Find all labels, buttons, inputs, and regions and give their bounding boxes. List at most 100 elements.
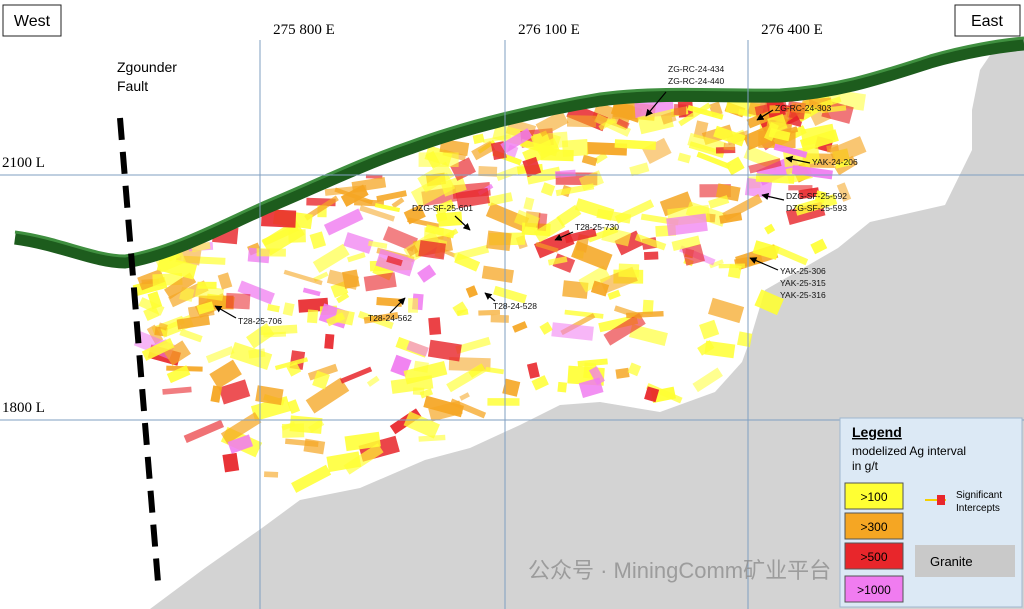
legend-swatch: [844, 575, 904, 603]
mineralized-zone: [678, 102, 712, 127]
drill-hole-arrow: [484, 292, 496, 302]
mineralized-zone: [287, 399, 301, 415]
drill-hole-arrow: [756, 109, 774, 121]
mineralized-zone: [594, 152, 608, 164]
mineralized-zone: [455, 187, 491, 209]
mineralized-zone: [406, 340, 429, 357]
drill-hole-label: ZG-RC-24-440: [668, 76, 724, 86]
drill-hole-arrow: [389, 297, 406, 314]
mineralized-zone: [612, 103, 634, 121]
mineralized-zone: [176, 314, 211, 330]
fault-trace: [117, 117, 161, 583]
mineralized-zone: [578, 265, 611, 293]
mineralized-zone: [485, 202, 530, 232]
west-box: [2, 4, 62, 37]
mineralized-zone: [788, 185, 813, 191]
mineralized-zone: [547, 256, 568, 266]
mineralized-zone: [391, 197, 405, 209]
mineralized-zone: [283, 269, 323, 286]
mineralized-zone: [481, 265, 514, 283]
mineralized-zone: [594, 113, 631, 137]
mineralized-zone: [802, 96, 830, 114]
mineralized-zone: [434, 199, 456, 216]
mineralized-zone: [764, 223, 776, 235]
mineralized-zone: [312, 243, 350, 273]
mineralized-zone: [574, 198, 615, 221]
mineralized-zone: [578, 377, 604, 398]
mineralized-zone: [263, 331, 287, 338]
mineralized-zone: [363, 272, 397, 292]
mineralized-zone: [478, 165, 498, 177]
mineralized-zone: [526, 166, 562, 185]
mineralized-zone: [836, 182, 852, 202]
mineralized-zone: [539, 321, 553, 335]
mineralized-zone: [325, 312, 346, 327]
mineralized-zone: [156, 255, 198, 280]
mineralized-zone: [374, 202, 401, 213]
mineralized-zone: [725, 156, 745, 176]
mineralized-zone: [286, 361, 302, 377]
mineralized-zone: [486, 192, 513, 207]
drill-holes: ZG-RC-24-434 ZG-RC-24-440 ZG-RC-24-303 YAK-…: [214, 64, 858, 326]
mineralized-zone: [713, 125, 746, 147]
mineralized-zone: [571, 240, 613, 271]
mineralized-zone: [363, 312, 399, 324]
mineralized-zone: [417, 161, 455, 193]
mineralized-zone: [535, 241, 559, 253]
mineralized-zone: [485, 366, 505, 375]
mineralized-zone: [718, 263, 745, 269]
mineralized-zone: [425, 224, 455, 239]
mineralized-zone: [614, 139, 657, 150]
mineralized-zone: [478, 309, 501, 316]
mineralized-zone: [449, 398, 487, 419]
drill-hole-label: DZG-SF-25-601: [412, 203, 473, 213]
mineralized-zone: [773, 143, 808, 158]
mineralized-zone: [534, 229, 575, 259]
drill-hole-arrow: [554, 231, 574, 241]
mineralized-zone: [446, 363, 487, 393]
west-label: West: [14, 13, 51, 30]
mineralized-zone: [418, 240, 446, 260]
mineralized-zone: [660, 111, 677, 125]
mineralized-zone: [618, 263, 640, 278]
mineralized-zone: [418, 434, 446, 442]
mineralized-zone: [343, 232, 374, 254]
mineralized-zone: [799, 129, 839, 152]
mineralized-zone: [671, 235, 701, 252]
mineralized-zone: [603, 312, 646, 346]
mineralized-zone: [598, 117, 617, 131]
mineralized-zone: [526, 362, 540, 379]
mineralized-zone: [687, 105, 724, 120]
mineralized-zone: [682, 244, 705, 266]
legend-label: >100: [860, 490, 887, 504]
mineralized-zone: [344, 431, 381, 452]
drill-hole-label: T28-25-730: [575, 222, 619, 232]
mineralized-zone: [428, 317, 442, 336]
mineralized-zone: [205, 346, 235, 364]
drill-hole-arrow: [785, 155, 811, 164]
mineralized-zone: [807, 96, 842, 113]
mineralized-zone: [452, 301, 468, 316]
mineralized-zone: [147, 291, 163, 310]
mineralized-zone: [581, 154, 598, 167]
mineralized-zone: [291, 464, 332, 493]
mineralized-zone: [413, 360, 429, 373]
mineralized-zone: [403, 204, 426, 225]
mineralized-zone: [615, 367, 630, 379]
mineralized-zone: [642, 137, 672, 164]
grid: 275 800 E 276 100 E 276 400 E 2100 L 1800 L: [0, 22, 1024, 609]
mineralized-zone: [814, 190, 827, 204]
mineralized-zone: [465, 285, 478, 298]
drill-hole-label: DZG-SF-25-593: [786, 203, 847, 213]
mineralized-zone: [642, 299, 654, 315]
mineralized-zone: [262, 224, 299, 247]
mineralized-zone: [530, 130, 552, 151]
drill-hole-label: DZG-SF-25-592: [786, 191, 847, 201]
mineralized-zone: [566, 115, 597, 128]
mineralized-zone: [564, 228, 597, 244]
drill-hole-label: T28-24-562: [368, 313, 412, 323]
drill-hole-arrow: [645, 91, 667, 117]
mineralized-zone: [162, 386, 192, 395]
mineralized-zone: [769, 105, 780, 114]
